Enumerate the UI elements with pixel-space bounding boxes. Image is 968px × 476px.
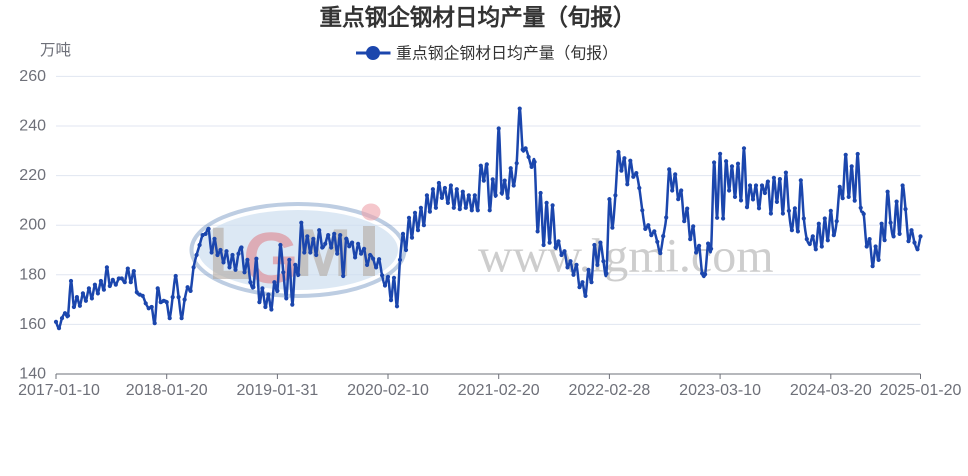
svg-text:2025-01-20: 2025-01-20 bbox=[880, 382, 962, 399]
svg-text:L: L bbox=[208, 212, 253, 295]
svg-text:www.lgmi.com: www.lgmi.com bbox=[478, 230, 774, 283]
svg-text:2021-02-20: 2021-02-20 bbox=[458, 382, 540, 399]
svg-text:260: 260 bbox=[19, 68, 46, 85]
svg-text:2020-02-10: 2020-02-10 bbox=[347, 382, 429, 399]
svg-text:2024-03-20: 2024-03-20 bbox=[790, 382, 872, 399]
svg-text:2018-01-20: 2018-01-20 bbox=[126, 382, 208, 399]
svg-text:2017-01-10: 2017-01-10 bbox=[18, 382, 100, 399]
svg-text:重点钢企钢材日均产量（旬报）: 重点钢企钢材日均产量（旬报） bbox=[320, 4, 636, 30]
svg-text:重点钢企钢材日均产量（旬报）: 重点钢企钢材日均产量（旬报） bbox=[396, 45, 618, 63]
svg-text:2023-03-10: 2023-03-10 bbox=[679, 382, 761, 399]
svg-text:2022-02-28: 2022-02-28 bbox=[568, 382, 650, 399]
svg-text:160: 160 bbox=[19, 316, 46, 333]
svg-text:240: 240 bbox=[19, 118, 46, 135]
svg-text:万吨: 万吨 bbox=[40, 41, 71, 59]
svg-text:180: 180 bbox=[19, 266, 46, 283]
svg-text:220: 220 bbox=[19, 167, 46, 184]
svg-text:200: 200 bbox=[19, 217, 46, 234]
svg-text:140: 140 bbox=[19, 366, 46, 383]
svg-text:2019-01-31: 2019-01-31 bbox=[236, 382, 318, 399]
